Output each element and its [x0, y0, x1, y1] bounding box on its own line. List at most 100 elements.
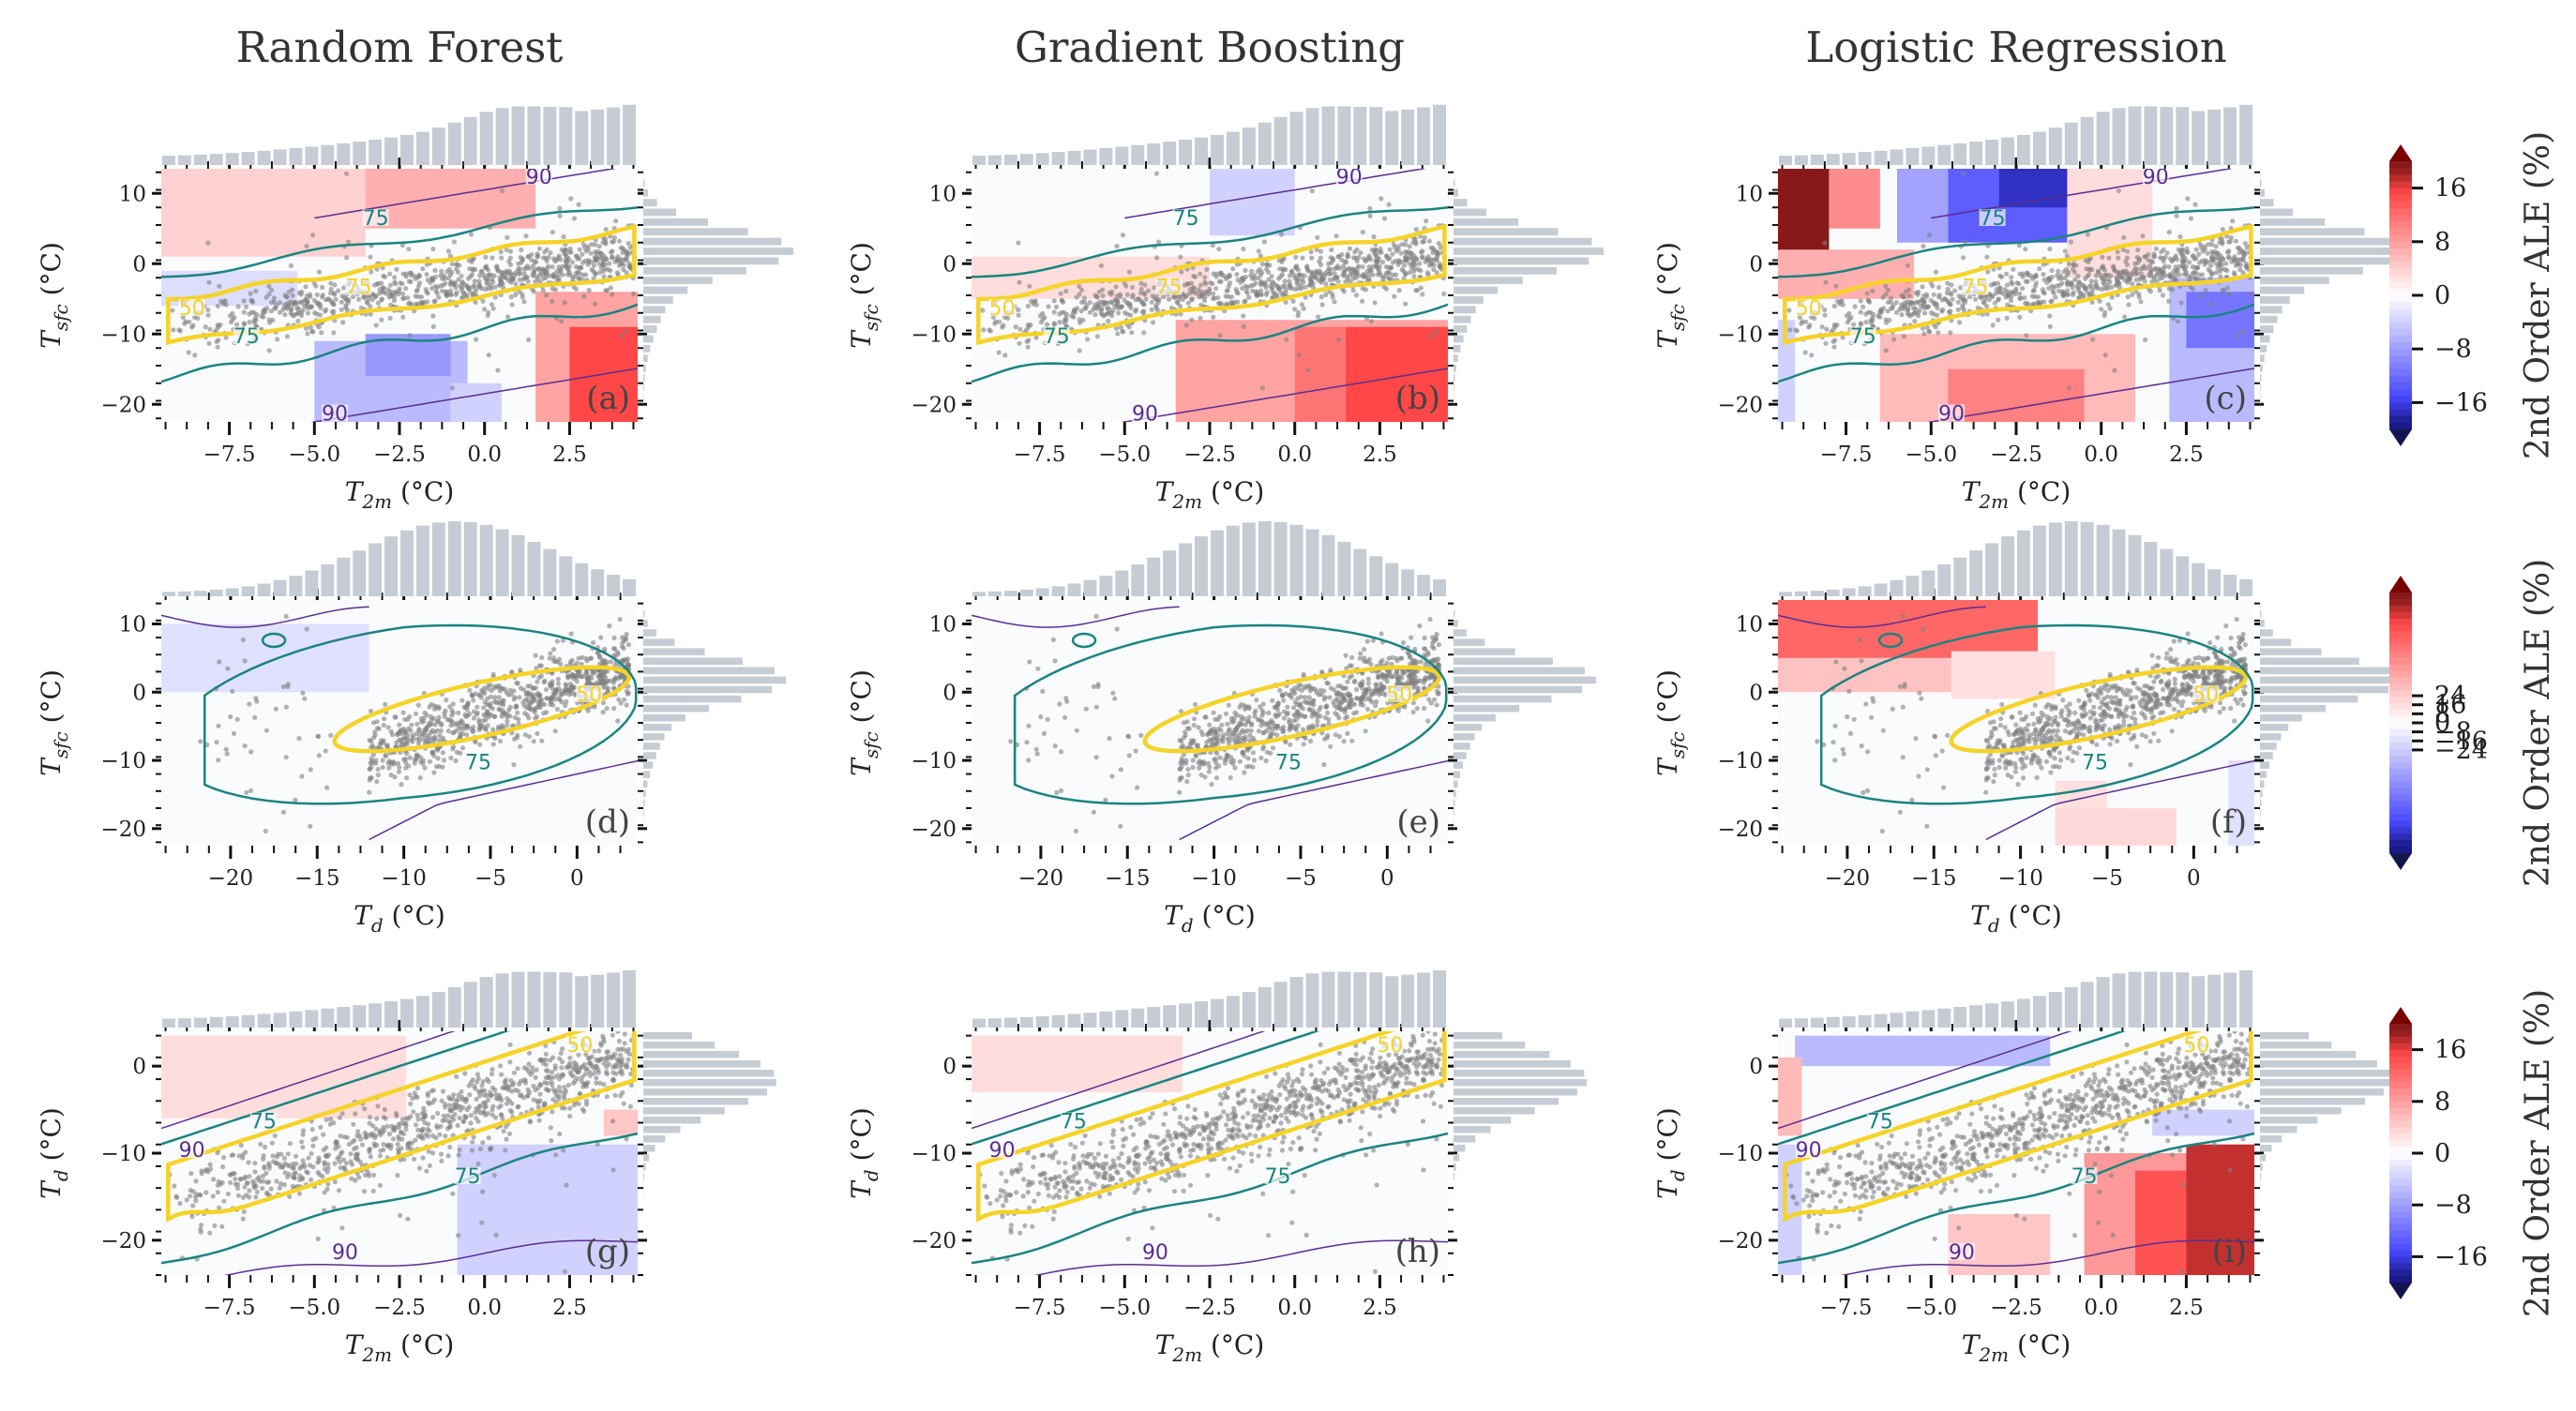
hist-bar [241, 152, 255, 165]
scatter-point [555, 681, 562, 686]
scatter-point [1045, 322, 1050, 327]
scatter-point [381, 722, 386, 728]
scatter-point [542, 701, 548, 707]
colorbar-segment [2389, 194, 2412, 203]
scatter-point [248, 291, 253, 296]
ale-cell [450, 383, 502, 422]
scatter-point [1357, 655, 1363, 661]
scatter-point [1345, 274, 1350, 279]
scatter-point [619, 635, 625, 640]
scatter-point [444, 698, 449, 703]
scatter-point [2112, 368, 2117, 373]
scatter-point [1235, 291, 1241, 296]
scatter-point [577, 247, 582, 252]
scatter-point [607, 261, 612, 266]
scatter-point [2179, 257, 2185, 263]
scatter-point [2174, 205, 2179, 211]
scatter-point [2047, 323, 2053, 329]
scatter-point [336, 288, 341, 293]
scatter-point [529, 251, 535, 258]
colorbar-segment [2389, 221, 2412, 229]
hist-bar [643, 296, 673, 304]
scatter-point [1373, 257, 1378, 263]
scatter-point [558, 692, 565, 698]
scatter-point [1906, 293, 1912, 298]
scatter-point [569, 674, 575, 680]
hist-bar [2017, 134, 2030, 165]
scatter-point [536, 246, 543, 251]
column-title-0: Random Forest [236, 23, 564, 72]
scatter-point [198, 739, 203, 744]
colorbar-segment [2389, 234, 2412, 243]
scatter-point [217, 659, 222, 665]
scatter-point [1206, 769, 1212, 774]
scatter-point [253, 696, 259, 701]
scatter-point [1870, 288, 1876, 294]
scatter-point [1092, 293, 1098, 298]
scatter-point [1212, 295, 1217, 301]
hist-bar [384, 137, 398, 165]
contour-label: 75 [1044, 325, 1070, 349]
hist-bar [289, 576, 303, 596]
scatter-point [591, 670, 596, 676]
top-histogram [1779, 104, 2252, 165]
scatter-point [430, 313, 436, 319]
scatter-point [1255, 269, 1260, 275]
scatter-point [474, 712, 480, 717]
hist-bar [162, 156, 175, 165]
scatter-point [1291, 272, 1297, 278]
scatter-point [1340, 272, 1346, 278]
scatter-point [1996, 297, 2001, 303]
hist-bar [447, 122, 461, 165]
scatter-point [468, 232, 475, 237]
scatter-point [1341, 685, 1347, 691]
hist-bar [2176, 107, 2190, 165]
scatter-point [332, 282, 338, 288]
scatter-point [1110, 690, 1116, 696]
scatter-point [532, 710, 537, 715]
scatter-point [2213, 244, 2219, 249]
hist-bar [337, 143, 351, 165]
hist-bar [2048, 128, 2062, 165]
scatter-point [608, 659, 614, 665]
scatter-point [512, 273, 518, 278]
scatter-point [1202, 714, 1208, 720]
scatter-point [1921, 305, 1927, 310]
scatter-point [1883, 348, 1889, 353]
hist-bar [643, 685, 773, 694]
scatter-point [492, 695, 498, 700]
colorbar-segment [2389, 288, 2412, 296]
scatter-point [544, 696, 550, 701]
scatter-point [526, 715, 532, 721]
scatter-point [1005, 315, 1011, 322]
scatter-point [1024, 327, 1030, 333]
scatter-point [2173, 264, 2178, 270]
scatter-point [439, 268, 444, 274]
scatter-point [428, 279, 433, 285]
scatter-point [1093, 704, 1099, 710]
scatter-point [547, 655, 552, 661]
hist-bar [643, 306, 666, 314]
scatter-point [574, 679, 580, 684]
x-tick-label: 2.5 [552, 443, 587, 467]
scatter-point [1270, 698, 1275, 703]
scatter-point [618, 700, 624, 706]
scatter-point [1191, 722, 1197, 728]
scatter-point [187, 319, 192, 324]
scatter-point [2153, 246, 2159, 251]
scatter-point [503, 686, 508, 693]
scatter-point [1899, 312, 1905, 318]
top-histogram [972, 104, 1446, 165]
y-tick-label: −10 [100, 323, 146, 347]
scatter-point [456, 710, 461, 716]
scatter-point [422, 727, 428, 733]
scatter-point [1074, 728, 1079, 733]
scatter-point [320, 284, 325, 291]
scatter-point [1124, 292, 1130, 297]
scatter-point [583, 248, 589, 254]
scatter-point [603, 668, 609, 674]
scatter-point [482, 264, 489, 271]
scatter-point [2232, 272, 2237, 278]
scatter-point [1354, 265, 1361, 271]
scatter-point [1192, 716, 1198, 722]
